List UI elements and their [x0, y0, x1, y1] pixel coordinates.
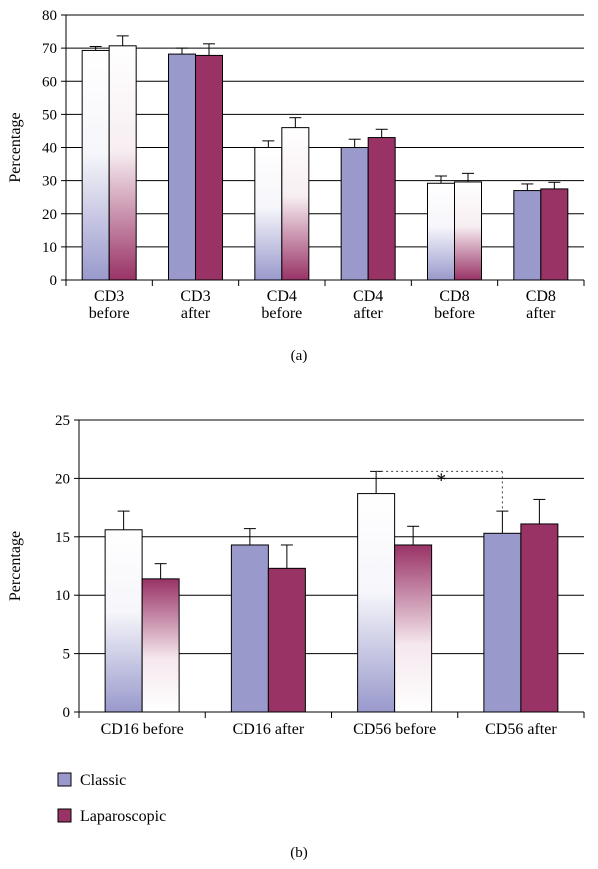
- legend-label-laparoscopic: Laparoscopic: [80, 808, 166, 825]
- chart-b-bar-laparoscopic: [520, 523, 559, 713]
- chart-a-category-label: after: [354, 305, 384, 322]
- chart-a-bar-laparoscopic: [367, 137, 396, 281]
- chart-a-bar-classic: [340, 147, 369, 281]
- chart-a-bar-laparoscopic: [195, 54, 223, 281]
- chart-a-bar-laparoscopic: [281, 127, 310, 281]
- chart-a-bar-classic: [513, 190, 542, 281]
- chart-b-bar-laparoscopic: [267, 567, 306, 713]
- legend-swatch-classic: [57, 772, 72, 787]
- chart-a-ytick-label: 80: [42, 8, 57, 24]
- chart-a-category-label: before: [434, 305, 475, 322]
- chart-a-category-label: CD4: [353, 288, 383, 305]
- chart-a-category-label: CD3: [180, 288, 210, 305]
- chart-a-category-label: CD8: [526, 288, 556, 305]
- chart-b-bar-classic: [230, 544, 269, 713]
- chart-a-ytick-label: 30: [42, 174, 57, 190]
- chart-b-ytick-label: 0: [63, 705, 71, 721]
- chart-a-ytick-label: 10: [42, 240, 57, 256]
- chart-b-bar-laparoscopic: [394, 544, 433, 713]
- chart-b-ytick-label: 15: [55, 530, 70, 546]
- chart-a-category-label: after: [181, 305, 211, 322]
- chart-a-category-label: CD8: [439, 288, 469, 305]
- legend: Classic Laparoscopic: [57, 772, 166, 825]
- chart-b-ylabel: Percentage: [7, 531, 24, 601]
- chart-a-ytick-label: 20: [42, 207, 57, 223]
- chart-a-category-label: before: [261, 305, 302, 322]
- chart-b-bar-classic: [357, 493, 396, 713]
- chart-b-category-label: CD16 before: [101, 721, 184, 738]
- chart-b-bar-classic: [104, 529, 143, 713]
- chart-b: 0 5 10 15 20 25 Percentage CD16 before CD16 afte…: [7, 413, 585, 738]
- legend-label-classic: Classic: [80, 772, 126, 789]
- chart-a-category-label: after: [526, 305, 556, 322]
- chart-a-ytick-label: 70: [42, 41, 57, 57]
- chart-a-bar-laparoscopic: [454, 181, 482, 281]
- chart-a-bar-classic: [168, 53, 196, 281]
- chart-a-bar-classic: [254, 147, 283, 281]
- chart-a-ytick-label: 0: [50, 273, 58, 289]
- chart-b-category-label: CD16 after: [233, 721, 305, 738]
- chart-a-ylabel: Percentage: [7, 112, 24, 182]
- panel-label-a: (a): [291, 348, 308, 364]
- chart-b-bar-laparoscopic: [141, 578, 180, 713]
- chart-b-category-label: CD56 after: [485, 721, 557, 738]
- chart-b-ytick-label: 5: [63, 647, 71, 663]
- chart-a-ytick-label: 50: [42, 107, 57, 123]
- chart-a-bar-laparoscopic: [108, 45, 137, 281]
- chart-a-bar-classic: [81, 49, 110, 281]
- legend-swatch-laparoscopic: [57, 808, 72, 823]
- chart-a-bar-laparoscopic: [540, 188, 569, 281]
- chart-b-significance-marker: *: [436, 469, 446, 491]
- chart-a: 01020304050607080PercentageCD3beforeCD3a…: [7, 8, 585, 322]
- chart-a-category-label: CD3: [94, 288, 124, 305]
- chart-a-bar-classic: [427, 182, 455, 281]
- chart-a-ytick-label: 60: [42, 74, 57, 90]
- chart-b-category-label: CD56 before: [353, 721, 436, 738]
- chart-b-ytick-label: 25: [55, 413, 70, 429]
- panel-label-b: (b): [290, 845, 308, 861]
- chart-a-ytick-label: 40: [42, 141, 57, 157]
- chart-a-category-label: CD4: [267, 288, 297, 305]
- chart-b-bar-classic: [483, 532, 522, 713]
- chart-b-ytick-label: 20: [55, 471, 70, 487]
- chart-a-category-label: before: [89, 305, 130, 322]
- chart-b-ytick-label: 10: [55, 588, 70, 604]
